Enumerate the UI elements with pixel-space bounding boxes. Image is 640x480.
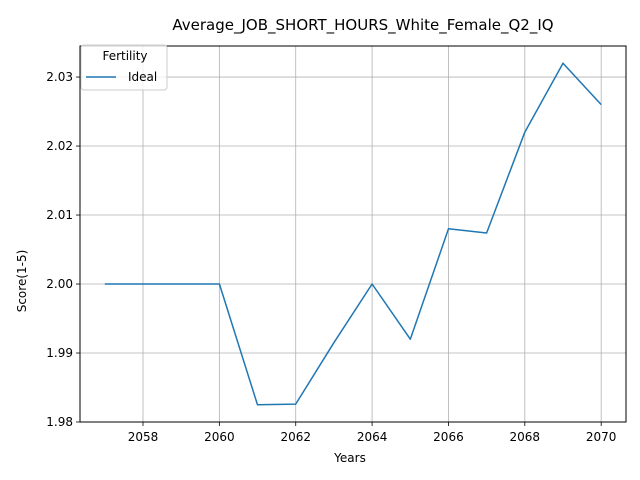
y-axis: 1.98 1.99 2.00 2.01 2.02 2.03 — [46, 70, 80, 429]
x-tick-label: 2068 — [510, 430, 541, 444]
legend: Fertility Ideal — [80, 44, 168, 91]
legend-box — [80, 44, 168, 91]
legend-label-ideal: Ideal — [128, 70, 157, 84]
chart-title: Average_JOB_SHORT_HOURS_White_Female_Q2_… — [172, 16, 553, 35]
y-tick-label: 2.03 — [46, 70, 73, 84]
x-axis: 2058 2060 2062 2064 2066 2068 2070 — [128, 422, 617, 444]
x-axis-label: Years — [333, 451, 366, 465]
legend-title: Fertility — [102, 49, 147, 63]
y-axis-label: Score(1-5) — [15, 250, 29, 313]
series-line-ideal — [104, 62, 602, 406]
y-tick-label: 1.98 — [46, 415, 73, 429]
grid — [80, 46, 626, 423]
x-tick-label: 2064 — [357, 430, 388, 444]
y-tick-label: 2.02 — [46, 139, 73, 153]
y-tick-label: 1.99 — [46, 346, 73, 360]
y-tick-label: 2.01 — [46, 208, 73, 222]
x-tick-label: 2058 — [128, 430, 159, 444]
x-tick-label: 2070 — [586, 430, 617, 444]
y-tick-label: 2.00 — [46, 277, 73, 291]
x-tick-label: 2062 — [280, 430, 311, 444]
plot-area — [104, 62, 602, 406]
plot-frame — [79, 45, 627, 423]
x-tick-label: 2060 — [204, 430, 235, 444]
x-tick-label: 2066 — [433, 430, 464, 444]
